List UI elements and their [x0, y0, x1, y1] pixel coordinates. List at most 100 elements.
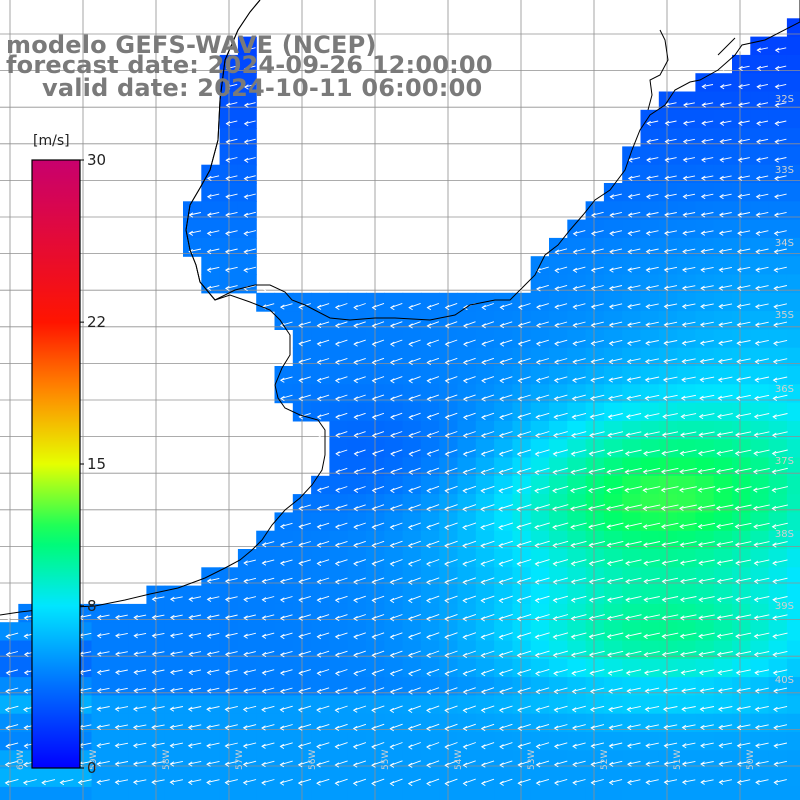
wind-arrow-159 — [554, 284, 568, 292]
wind-arrow-423 — [390, 467, 403, 475]
wind-cell-1095 — [549, 768, 568, 788]
wind-cell-148 — [603, 256, 623, 276]
wind-cell-267 — [347, 347, 367, 367]
wind-cell-131 — [622, 237, 642, 257]
wind-arrow-1039 — [773, 760, 788, 767]
wind-arrow-974 — [371, 742, 385, 750]
wind-arrow-776 — [680, 651, 697, 658]
wind-arrow-344 — [371, 412, 385, 420]
wind-arrow-456 — [516, 485, 532, 494]
wind-arrow-1050 — [187, 779, 202, 785]
wind-arrow-88 — [206, 211, 220, 218]
wind-cell-198 — [640, 292, 660, 312]
wind-arrow-799 — [316, 669, 330, 676]
wind-cell-863 — [329, 677, 349, 696]
wind-arrow-95 — [664, 212, 677, 218]
wind-cell-75 — [786, 164, 800, 184]
wind-cell-298 — [384, 366, 404, 385]
wind-cell-862 — [311, 677, 330, 696]
wind-arrow-528 — [298, 541, 311, 548]
wind-cell-523 — [494, 512, 513, 532]
wind-arrow-1027 — [553, 760, 568, 768]
wind-arrow-610 — [661, 577, 679, 584]
wind-cell-103 — [750, 201, 770, 221]
wind-arrow-680 — [498, 613, 513, 622]
wind-cell-377 — [786, 402, 800, 422]
wind-arrow-123 — [572, 248, 586, 255]
wind-arrow-992 — [700, 742, 714, 749]
wind-cell-535 — [713, 512, 733, 532]
wind-arrow-189 — [572, 303, 586, 310]
wind-cell-947 — [256, 713, 276, 733]
wind-cell-1128 — [347, 786, 367, 800]
wind-cell-967 — [622, 713, 642, 733]
wind-cell-1017 — [732, 732, 751, 751]
wind-arrow-69 — [719, 175, 732, 181]
wind-cell-317 — [732, 366, 751, 385]
wind-arrow-876 — [151, 706, 165, 712]
wind-cell-954 — [384, 713, 404, 733]
wind-arrow-953 — [773, 724, 788, 731]
wind-arrow-788 — [115, 669, 128, 675]
wind-cell-493 — [475, 494, 495, 513]
wind-cell-875 — [549, 677, 568, 696]
wind-arrow-192 — [627, 303, 641, 310]
wind-cell-294 — [311, 366, 330, 385]
wind-arrow-27 — [774, 102, 787, 108]
wind-cell-384 — [439, 420, 459, 440]
wind-cell-938 — [91, 713, 111, 733]
wind-cell-16 — [750, 73, 770, 93]
wind-arrow-398 — [408, 449, 421, 457]
wind-cell-764 — [128, 640, 147, 660]
wind-arrow-962 — [151, 742, 165, 749]
wind-cell-330 — [439, 384, 459, 404]
wind-arrow-995 — [755, 742, 769, 749]
wind-cell-247 — [494, 329, 513, 349]
wind-arrow-725 — [534, 632, 550, 640]
wind-arrow-320 — [426, 394, 440, 402]
wind-arrow-807 — [462, 668, 476, 677]
wind-arrow-76 — [243, 193, 256, 200]
wind-cell-997 — [366, 732, 385, 751]
wind-arrow-106 — [572, 230, 586, 237]
wind-cell-263 — [786, 329, 800, 349]
wind-cell-1062 — [750, 750, 770, 770]
wind-arrow-1069 — [535, 778, 550, 786]
wind-cell-679 — [183, 603, 202, 623]
wind-arrow-1036 — [718, 760, 733, 767]
wind-cell-1111 — [36, 786, 56, 800]
wind-arrow-197 — [718, 303, 733, 310]
wind-cell-390 — [549, 420, 568, 440]
wind-cell-577 — [366, 549, 385, 568]
wind-arrow-596 — [407, 577, 421, 585]
wind-cell-378 — [329, 420, 349, 440]
wind-arrow-442 — [734, 467, 752, 475]
wind-cell-971 — [695, 713, 715, 733]
wind-cell-1145 — [658, 786, 678, 800]
wind-cell-26 — [750, 91, 770, 111]
wind-arrow-685 — [588, 614, 605, 622]
wind-cell-260 — [732, 329, 751, 349]
wind-cell-335 — [530, 384, 550, 404]
wind-cell-733 — [366, 622, 385, 642]
wind-cell-167 — [622, 274, 642, 294]
wind-arrow-806 — [444, 668, 458, 677]
wind-cell-736 — [420, 622, 440, 642]
wind-arrow-372 — [408, 431, 421, 439]
wind-speed-field — [0, 18, 800, 800]
wind-arrow-707 — [206, 632, 220, 639]
wind-arrow-5 — [225, 65, 238, 72]
wind-arrow-790 — [151, 669, 165, 675]
wind-cell-587 — [549, 549, 568, 568]
wind-arrow-1030 — [608, 760, 623, 767]
wind-cell-534 — [695, 512, 715, 532]
wind-cell-226 — [622, 311, 642, 330]
wind-cell-667 — [750, 585, 770, 605]
lat-label-1: 33S — [775, 165, 794, 176]
wind-arrow-324 — [499, 394, 513, 402]
wind-arrow-713 — [316, 632, 330, 640]
wind-cell-455 — [786, 457, 800, 477]
wind-cell-414 — [512, 439, 532, 459]
wind-cell-1131 — [402, 786, 422, 800]
wind-arrow-472 — [316, 504, 330, 512]
